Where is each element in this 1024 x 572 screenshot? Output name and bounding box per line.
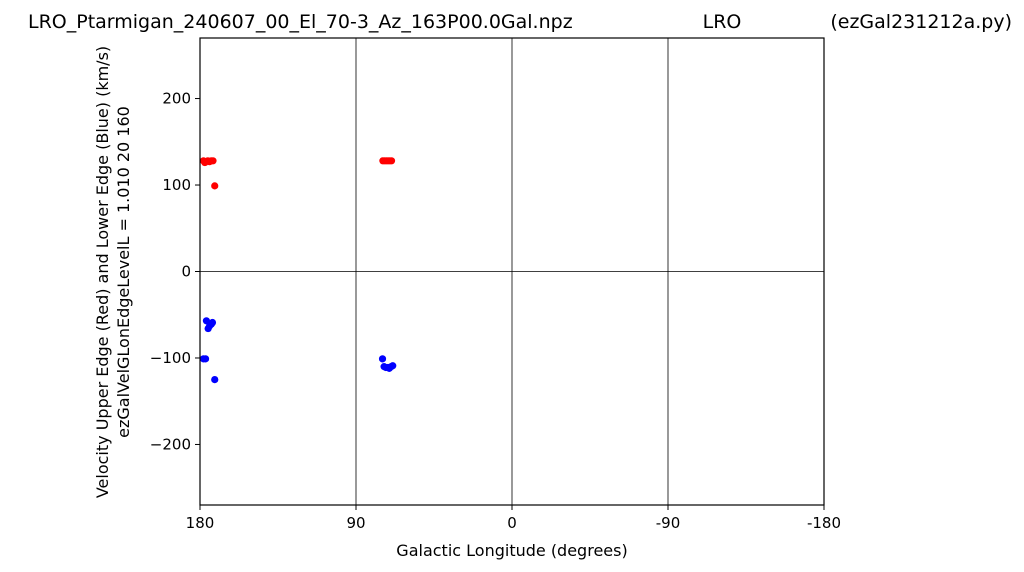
lower-edge-point	[201, 355, 210, 363]
lower-edge-point	[208, 318, 217, 327]
chart-title-right: (ezGal231212a.py)	[830, 11, 1012, 33]
upper-edge-point	[211, 182, 219, 190]
x-axis-ticks: 180 90 0 -90 -180	[186, 505, 841, 532]
y-tick-label: −100	[150, 349, 191, 367]
y-tick-label: −200	[150, 435, 191, 453]
y-tick-label: 100	[162, 176, 191, 194]
upper-edge-point	[387, 157, 396, 165]
x-tick-label: 180	[186, 514, 215, 532]
x-tick-label: -180	[807, 514, 841, 532]
chart-title-left: LRO_Ptarmigan_240607_00_El_70-3_Az_163P0…	[28, 11, 573, 33]
upper-edge-point	[209, 157, 217, 165]
data-points	[199, 157, 397, 384]
y-tick-label: 0	[181, 263, 191, 281]
y-axis-label-line2: ezGalVelGLonEdgeLevelL = 1.010 20 160	[114, 106, 133, 438]
lower-edge-point	[211, 376, 219, 384]
y-axis-label-line1: Velocity Upper Edge (Red) and Lower Edge…	[93, 46, 112, 498]
chart-title-center: LRO	[703, 11, 742, 33]
y-tick-label: 200	[162, 90, 191, 108]
y-axis-ticks: 200 100 0 −100 −200	[150, 90, 200, 453]
x-axis-label: Galactic Longitude (degrees)	[396, 541, 627, 560]
x-tick-label: 90	[346, 514, 365, 532]
lower-edge-point	[378, 355, 387, 363]
lower-edge-point	[389, 362, 397, 370]
x-tick-label: 0	[507, 514, 517, 532]
x-tick-label: -90	[656, 514, 681, 532]
